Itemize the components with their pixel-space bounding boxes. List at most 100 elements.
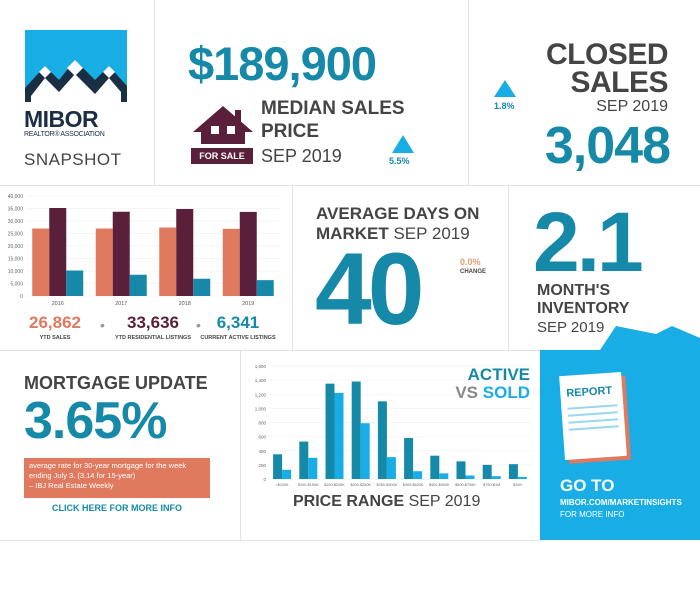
median-period: SEP 2019: [261, 146, 342, 166]
median-panel: $189,900 FOR SALE MEDIAN SALES PRICE SEP…: [155, 0, 468, 185]
mortgage-source: – IBJ Real Estate Weekly: [29, 481, 114, 490]
y-tick-label: 20,000: [8, 244, 24, 250]
y-tick-label: 1,200: [255, 392, 267, 397]
ytd-listings-label: YTD RESIDENTIAL LISTINGS: [115, 335, 191, 341]
x-tick-label: <$100K: [275, 483, 289, 487]
y-tick-label: 400: [258, 449, 266, 454]
y-tick-label: 35,000: [8, 207, 24, 213]
bar: [222, 228, 240, 296]
report-doc-label: REPORT: [565, 384, 613, 400]
logo-subtitle: REALTOR® ASSOCIATION: [24, 131, 105, 138]
dom-title-line2: MARKET SEP 2019: [316, 224, 470, 244]
legend-sold: SOLD: [482, 383, 530, 402]
x-tick-label: $250-$300K: [377, 483, 398, 487]
logo-panel: MIBOR REALTOR® ASSOCIATION SNAPSHOT: [0, 0, 154, 185]
ytd-active-value: 6,341: [216, 313, 260, 332]
inventory-panel: 2.1 MONTH'S INVENTORY SEP 2019: [509, 186, 700, 350]
logo-tag: SNAPSHOT: [24, 150, 122, 169]
inventory-label-line1: MONTH'S: [537, 282, 611, 299]
mortgage-title: MORTGAGE UPDATE: [24, 373, 208, 393]
bar: [325, 383, 335, 479]
ytd-stat-sales: 26,862 YTD SALES: [24, 313, 86, 341]
x-tick-label: $300-$400K: [403, 483, 424, 487]
x-tick-label: $1M+: [513, 483, 523, 487]
y-tick-label: 40,000: [8, 194, 24, 200]
bar: [159, 227, 177, 296]
logo-name: MIBOR: [24, 106, 99, 132]
bar: [491, 476, 501, 479]
bar: [299, 441, 309, 479]
report-url[interactable]: MIBOR.COM/MARKETINSIGHTS: [560, 498, 682, 507]
x-tick-label: 2019: [242, 301, 254, 307]
dom-title-line1: AVERAGE DAYS ON: [316, 204, 480, 223]
ytd-active-label: CURRENT ACTIVE LISTINGS: [200, 335, 276, 341]
mortgage-link[interactable]: CLICK HERE FOR MORE INFO: [52, 503, 182, 513]
bar: [386, 457, 396, 479]
price-range-panel: 1,600 1,400 1,200 1,000 800 600 400 200 0 <$100K $…: [241, 351, 540, 540]
price-range-bar-chart: 1,600 1,400 1,200 1,000 800 600 400 200 0 <$100K $…: [255, 364, 531, 487]
bar: [129, 274, 147, 296]
dom-panel: AVERAGE DAYS ON MARKET SEP 2019 40 0.0% …: [293, 186, 508, 350]
x-tick-label: $100-$150K: [298, 483, 319, 487]
ytd-listings-value: 33,636: [127, 313, 179, 332]
bar: [256, 280, 274, 296]
report-doc-line: [567, 411, 618, 417]
report-panel[interactable]: REPORT GO TO MIBOR.COM/MARKETINSIGHTS FO…: [540, 326, 700, 540]
ytd-bar-chart: 40,000 35,000 30,000 25,000 20,000 15,000 10,0…: [8, 194, 280, 307]
x-tick-label: 2017: [115, 301, 127, 307]
bar: [308, 457, 318, 479]
bar: [456, 461, 466, 479]
x-tick-label: $150-$200K: [324, 483, 345, 487]
bar: [508, 464, 518, 479]
dom-change: 0.0%: [460, 257, 481, 267]
bar: [95, 228, 113, 296]
bar: [273, 454, 283, 479]
ytd-sales-label: YTD SALES: [39, 335, 71, 341]
bar: [282, 469, 292, 479]
bar: [360, 423, 370, 479]
price-range-title: PRICE RANGE SEP 2019: [293, 493, 480, 511]
x-tick-label: $400-$500K: [429, 483, 450, 487]
bar: [32, 228, 50, 296]
house-icon: [193, 106, 253, 144]
mortgage-panel: MORTGAGE UPDATE 3.65% average rate for 3…: [0, 351, 240, 540]
y-tick-label: 1,600: [255, 364, 267, 369]
y-tick-label: 800: [258, 421, 266, 426]
mortgage-note: average rate for 30-year mortgage for th…: [29, 461, 187, 480]
inventory-label-line2: INVENTORY: [537, 300, 630, 317]
closed-title-line2: SALES: [570, 66, 668, 99]
legend-vs-sold: VS SOLD: [455, 383, 530, 403]
ytd-panel: 40,000 35,000 30,000 25,000 20,000 15,000 10,0…: [0, 186, 292, 350]
report-doc-line: [567, 404, 618, 410]
bar: [351, 381, 361, 479]
bar: [377, 401, 387, 479]
bar: [193, 278, 211, 296]
ytd-sales-value: 26,862: [29, 313, 81, 332]
bar: [465, 475, 475, 479]
bar: [334, 392, 344, 479]
mibor-logo-icon: [25, 30, 127, 102]
up-arrow-icon: [494, 80, 516, 97]
dom-value: 40: [315, 232, 424, 346]
mortgage-note-box: average rate for 30-year mortgage for th…: [24, 458, 210, 498]
closed-panel: CLOSED SALES SEP 2019 1.8% 3,048: [469, 0, 700, 185]
bar: [66, 270, 84, 296]
inventory-value: 2.1: [533, 195, 644, 289]
report-document[interactable]: REPORT: [559, 371, 627, 461]
bar: [439, 473, 449, 479]
bar: [112, 211, 130, 296]
y-tick-label: 600: [258, 435, 266, 440]
bullet-dot: •: [196, 317, 201, 333]
bullet-dot: •: [100, 317, 105, 333]
y-tick-label: 30,000: [8, 219, 24, 225]
x-tick-label: $200-$250K: [350, 483, 371, 487]
bar: [49, 208, 67, 296]
bar: [413, 471, 423, 479]
median-title-line2: PRICE: [261, 121, 320, 142]
ytd-stat-active: 6,341 CURRENT ACTIVE LISTINGS: [200, 313, 276, 341]
price-range-title-bold: PRICE RANGE: [293, 493, 405, 510]
median-price: $189,900: [188, 37, 377, 90]
y-tick-label: 15,000: [8, 257, 24, 263]
price-range-title-period: SEP 2019: [408, 493, 481, 510]
report-more: FOR MORE INFO: [560, 510, 625, 519]
